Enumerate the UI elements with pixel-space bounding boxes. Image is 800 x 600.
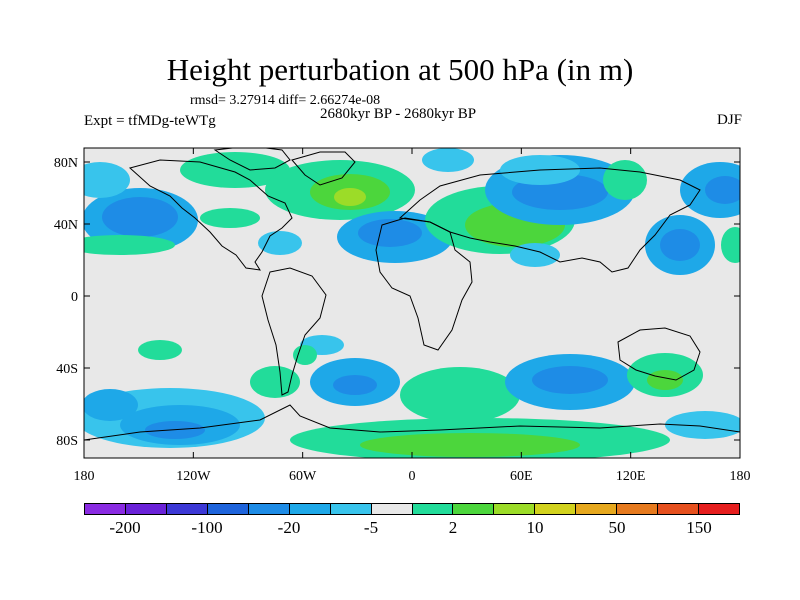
contour-region [721,227,740,263]
contour-region [84,389,138,421]
australia-outline [617,327,701,381]
colorbar-box [535,504,577,514]
colorbar-label: -20 [277,518,301,537]
colorbar-box [166,504,208,514]
contour-region [400,367,520,423]
contour-region [360,433,580,457]
colorbar-box [85,504,126,514]
stats-text: rmsd= 3.27914 diff= 2.66274e-08 [190,93,381,108]
contour-region [647,370,683,390]
contour-region [102,197,178,237]
contour-region [334,188,366,206]
period-label: 2680kyr BP - 2680kyr BP [320,106,477,122]
lon-tick-label: 0 [409,469,416,484]
colorbar-box [289,504,331,514]
experiment-label: Expt = tfMDg-teWTg [84,113,216,129]
contour-fills [84,148,740,458]
colorbar-box [494,504,536,514]
contour-region [293,345,317,365]
lon-tick-label: 60E [510,469,533,484]
lat-tick-label: 0 [71,290,78,305]
contour-region [138,340,182,360]
eurasia-outline [398,167,701,273]
colorbar-box [617,504,659,514]
lon-tick-label: 120E [616,469,646,484]
colorbar-box [412,504,454,514]
contour-region [84,235,175,255]
colorbar-label: -5 [363,518,379,537]
lon-tick-label: 60W [289,469,317,484]
colorbar-label: 2 [448,518,458,537]
contour-region [532,366,608,394]
contour-region [660,229,700,261]
colorbar [84,503,740,515]
contour-region [250,366,300,398]
contour-region [200,208,260,228]
contour-region [333,375,377,395]
colorbar-box [207,504,249,514]
contour-region [358,219,422,247]
colorbar-label: -100 [191,518,223,537]
colorbar-box [453,504,495,514]
coastlines [84,148,740,441]
arctic-islands-outline [213,148,291,171]
colorbar-label: 50 [608,518,626,537]
contour-region [84,162,130,198]
lat-tick-label: 40N [54,218,78,233]
colorbar-box [330,504,372,514]
colorbar-box [248,504,290,514]
lon-tick-label: 180 [730,469,751,484]
lon-tick-label: 180 [74,469,95,484]
contour-region [180,152,290,188]
lat-tick-label: 80N [54,156,78,171]
map-title: Height perturbation at 500 hPa (in m) [166,52,634,87]
antarctica-outline [84,404,740,441]
contour-region [510,243,560,267]
lon-tick-label: 120W [176,469,211,484]
colorbar-label: 150 [686,518,712,537]
colorbar-label: 10 [526,518,544,537]
lat-tick-label: 80S [56,434,78,449]
colorbar-box [576,504,618,514]
contour-region [705,176,740,204]
lat-tick-label: 40S [56,362,78,377]
contour-region [258,231,302,255]
south-america-outline [261,267,327,396]
contour-region [603,160,647,200]
contour-region [422,148,474,172]
season-label: DJF [716,112,742,128]
north-america-outline [128,159,293,271]
colorbar-box [125,504,167,514]
axis-ticks: 80N 40N 0 40S 80S 180 120W 60W 0 60E 120E 180 [54,148,751,484]
colorbar-label: -200 [109,518,141,537]
contour-region [665,411,740,439]
colorbar-box [699,504,739,514]
colorbar-box [658,504,700,514]
colorbar-box [371,504,413,514]
greenland-outline [291,151,356,186]
